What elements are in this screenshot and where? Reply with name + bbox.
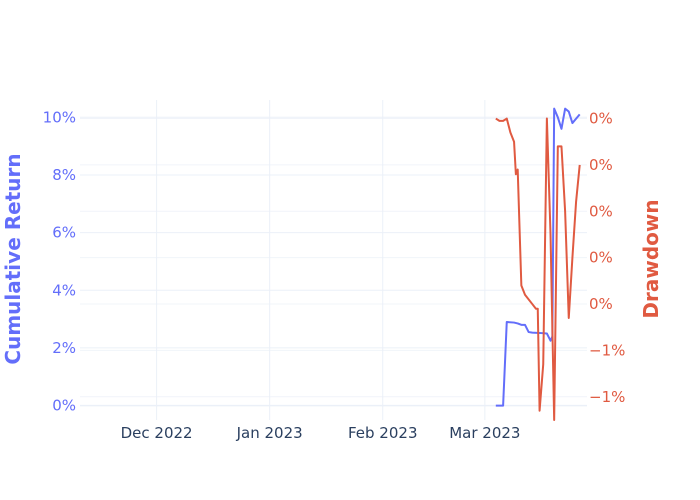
y-right-tick-label: 0%	[589, 156, 613, 174]
grid	[80, 100, 587, 420]
x-axis-ticks: Dec 2022 Jan 2023 Feb 2023 Mar 2023	[121, 424, 521, 442]
y-right-tick-label: 0%	[589, 110, 613, 128]
series-layer	[495, 107, 581, 421]
y-left-tick-label: 6%	[52, 224, 76, 242]
y-left-tick-label: 8%	[52, 166, 76, 184]
y-right-axis-ticks: 0% 0% 0% 0% 0% −1% −1%	[589, 110, 625, 406]
x-tick-label: Mar 2023	[449, 424, 520, 442]
y-left-axis-ticks: 0% 2% 4% 6% 8% 10%	[43, 108, 76, 414]
x-tick-label: Dec 2022	[121, 424, 193, 442]
x-tick-label: Feb 2023	[348, 424, 418, 442]
y-left-tick-label: 4%	[52, 281, 76, 299]
y-right-tick-label: 0%	[589, 295, 613, 313]
y-right-tick-label: 0%	[589, 202, 613, 220]
y-left-tick-label: 2%	[52, 339, 76, 357]
x-tick-label: Jan 2023	[236, 424, 303, 442]
y-left-axis-title: Cumulative Return	[1, 153, 25, 364]
y-left-tick-label: 0%	[52, 397, 76, 415]
drawdown-line	[495, 117, 581, 421]
y-right-axis-title: Drawdown	[639, 199, 663, 318]
y-left-tick-label: 10%	[43, 108, 76, 126]
y-right-tick-label: 0%	[589, 249, 613, 267]
y-right-tick-label: −1%	[589, 388, 625, 406]
y-right-tick-label: −1%	[589, 341, 625, 359]
